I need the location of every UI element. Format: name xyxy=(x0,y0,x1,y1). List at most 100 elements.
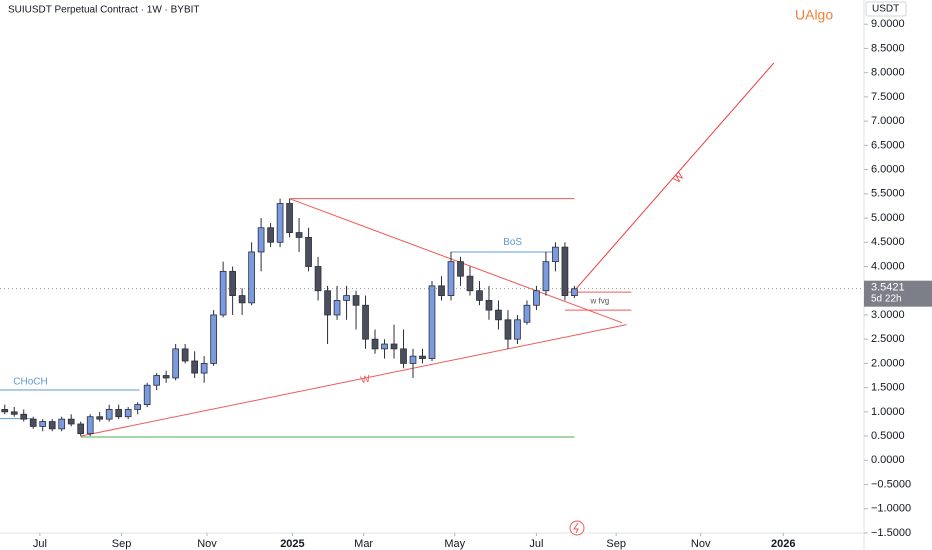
candle-body xyxy=(276,203,284,243)
drawing-label: CHoCH xyxy=(13,376,47,387)
candle-body xyxy=(257,227,265,253)
event-icon[interactable] xyxy=(569,520,585,536)
y-tick-label: 7.5000 xyxy=(871,91,905,103)
y-tick-label: 6.0000 xyxy=(871,163,905,175)
candle-body xyxy=(428,285,436,359)
y-tick-label: 4.5000 xyxy=(871,236,905,248)
y-tick-label: 9.0000 xyxy=(871,18,905,30)
x-tick-label: Sep xyxy=(606,538,626,550)
candle-body xyxy=(314,266,322,292)
candle-body xyxy=(10,411,18,415)
candle-body xyxy=(181,348,189,362)
drawing-label: BoS xyxy=(503,237,522,248)
candle-body xyxy=(504,319,512,340)
candle-body xyxy=(295,232,303,238)
candle-body xyxy=(248,251,255,304)
candle-body xyxy=(447,261,455,296)
y-tick-label: 0.5000 xyxy=(871,430,905,442)
watermark: UAlgo xyxy=(795,7,833,23)
candle-body xyxy=(77,423,85,435)
candle-body xyxy=(153,375,161,386)
candle-body xyxy=(286,203,293,233)
axis-unit: USDT xyxy=(872,4,899,15)
candle-body xyxy=(324,290,331,316)
candle-body xyxy=(419,355,426,359)
candle-body xyxy=(238,295,246,304)
drawing-line xyxy=(289,198,623,324)
candle-body xyxy=(58,418,66,430)
candle-body xyxy=(115,409,123,418)
candle-body xyxy=(552,246,559,263)
y-tick-label: 6.5000 xyxy=(871,139,905,151)
candle-body xyxy=(561,246,569,296)
y-tick-label: 1.0000 xyxy=(871,406,905,418)
y-tick-label: 8.5000 xyxy=(871,42,905,54)
x-tick-label: Sep xyxy=(112,538,132,550)
candle-body xyxy=(210,314,217,364)
candle-body xyxy=(371,338,379,350)
candle-body xyxy=(162,375,170,379)
x-tick-label: 2026 xyxy=(771,538,795,550)
candle-body xyxy=(219,270,227,316)
candle-body xyxy=(476,290,483,301)
countdown-label: 5d 22h xyxy=(871,293,902,304)
candle-body xyxy=(523,304,531,323)
x-tick-label: 2025 xyxy=(280,538,304,550)
candle-body xyxy=(1,409,9,413)
candle-body xyxy=(39,421,47,427)
x-tick-label: Nov xyxy=(197,538,217,550)
y-tick-label: 4.0000 xyxy=(871,260,905,272)
candle-body xyxy=(48,421,56,430)
candle-body xyxy=(514,319,521,340)
candle-body xyxy=(305,237,312,267)
x-tick-label: Mar xyxy=(354,538,373,550)
candle-body xyxy=(485,300,493,311)
chart-title: SUIUSDT Perpetual Contract · 1W · BYBIT xyxy=(8,5,200,16)
candle-body xyxy=(409,355,417,364)
candle-body xyxy=(381,343,388,350)
x-tick-label: Jul xyxy=(529,538,543,550)
x-tick-label: Nov xyxy=(691,538,711,550)
y-tick-label: 1.5000 xyxy=(871,382,905,394)
y-tick-label: 2.5000 xyxy=(871,333,905,345)
candle-body xyxy=(495,309,502,321)
candle-body xyxy=(457,261,464,277)
y-tick-label: −1.5000 xyxy=(871,527,911,539)
y-tick-label: 5.0000 xyxy=(871,212,905,224)
candle-body xyxy=(105,409,113,420)
drawing-label: w fvg xyxy=(590,296,610,305)
candle-body xyxy=(542,261,550,292)
y-tick-label: 2.0000 xyxy=(871,357,905,369)
drawing-line xyxy=(574,62,775,292)
candle-body xyxy=(438,285,445,296)
y-tick-label: 8.0000 xyxy=(871,67,905,79)
candle-body xyxy=(67,418,75,425)
candle-body xyxy=(134,404,142,410)
candle-body xyxy=(172,348,179,379)
candle-body xyxy=(533,290,540,306)
candle-body xyxy=(267,227,274,243)
candle-body xyxy=(86,416,94,435)
last-price-label: 3.5421 xyxy=(871,282,905,294)
x-tick-label: May xyxy=(444,538,465,550)
candle-body xyxy=(200,363,208,374)
event-icon-bolt xyxy=(573,522,579,534)
candle-body xyxy=(229,270,236,296)
candle-body xyxy=(390,343,398,350)
candle-body xyxy=(466,275,474,292)
candle-body xyxy=(333,300,341,316)
candle-body xyxy=(571,288,578,296)
candle-body xyxy=(20,413,28,420)
drawing-line xyxy=(80,324,627,437)
candle-body xyxy=(96,416,104,420)
candle-body xyxy=(343,295,350,301)
unit-box xyxy=(865,1,907,17)
drawing-label: W xyxy=(360,374,372,387)
y-tick-label: 5.5000 xyxy=(871,188,905,200)
y-tick-label: 7.0000 xyxy=(871,115,905,127)
candle-body xyxy=(124,409,132,418)
candle-body xyxy=(29,418,37,427)
y-tick-label: 0.0000 xyxy=(871,454,905,466)
